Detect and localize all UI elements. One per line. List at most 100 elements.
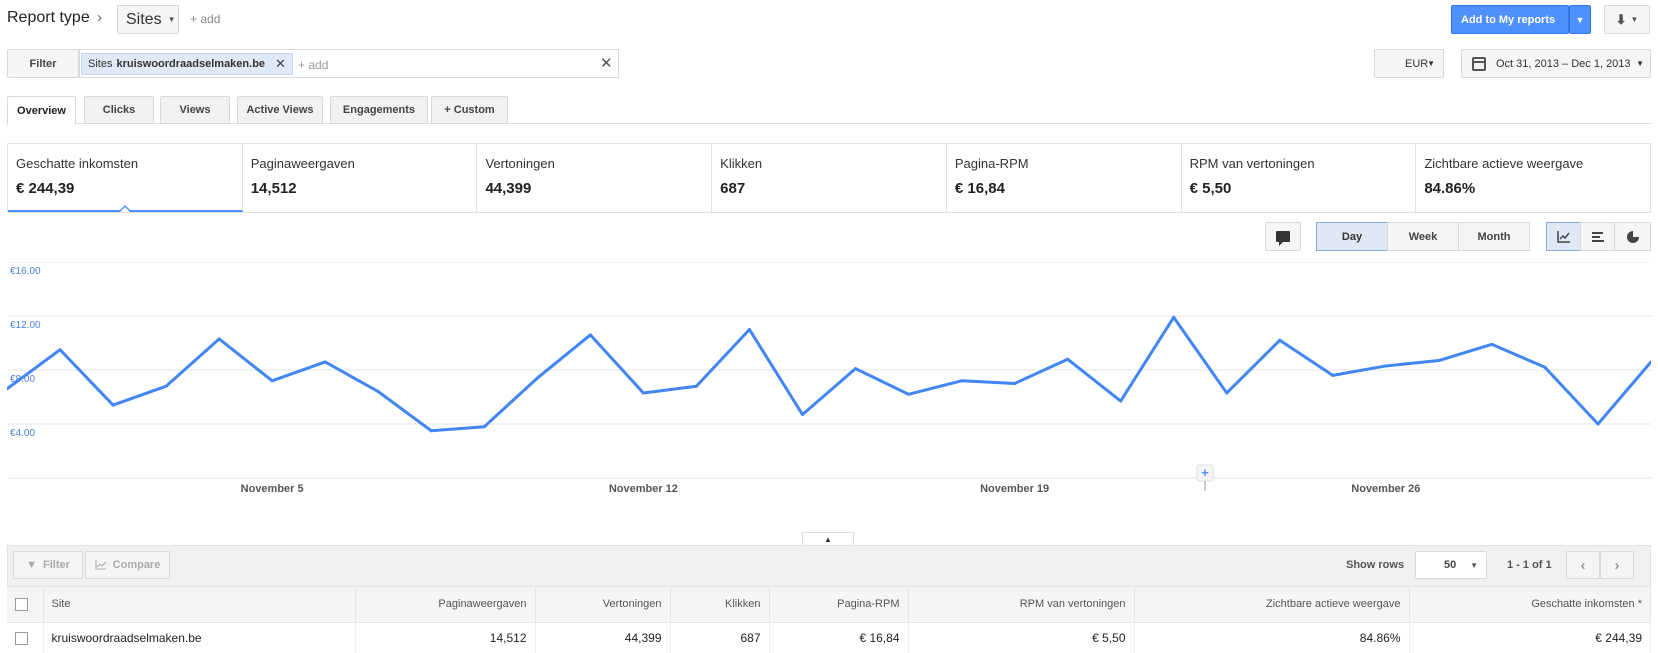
data-point[interactable] bbox=[800, 413, 804, 417]
tab-clicks[interactable]: Clicks bbox=[84, 96, 154, 124]
data-point[interactable] bbox=[535, 376, 539, 380]
column-header-pagina-rpm[interactable]: Pagina-RPM bbox=[769, 587, 909, 623]
table-row: kruiswoordraadselmaken.be 14,512 44,399 … bbox=[7, 622, 1651, 653]
filter-chip[interactable]: Sites kruiswoordraadselmaken.be ✕ bbox=[81, 53, 293, 75]
sites-dropdown-label: Sites bbox=[126, 10, 162, 28]
data-point[interactable] bbox=[641, 391, 645, 395]
date-range-picker[interactable]: Oct 31, 2013 – Dec 1, 2013 ▼ bbox=[1461, 49, 1651, 78]
tab-engagements[interactable]: Engagements bbox=[330, 96, 428, 124]
collapse-chart-button[interactable]: ▲ bbox=[802, 532, 854, 546]
data-point[interactable] bbox=[1543, 365, 1547, 369]
sites-dropdown[interactable]: Sites ▼ bbox=[117, 5, 179, 34]
compare-button[interactable]: Compare bbox=[85, 551, 170, 579]
row-checkbox[interactable] bbox=[15, 632, 28, 646]
add-to-reports-menu-button[interactable]: ▼ bbox=[1569, 5, 1591, 34]
add-filter-input[interactable]: + add bbox=[298, 58, 329, 72]
column-header-rpm-van-vertoningen[interactable]: RPM van vertoningen bbox=[908, 587, 1135, 623]
previous-page-button[interactable]: ‹ bbox=[1566, 551, 1600, 579]
data-point[interactable] bbox=[111, 403, 115, 407]
scorecard-geschatte-inkomsten[interactable]: Geschatte inkomsten € 244,39 bbox=[8, 144, 243, 212]
scorecard-label: Pagina-RPM bbox=[954, 156, 1029, 171]
granularity-week-button[interactable]: Week bbox=[1387, 222, 1459, 251]
granularity-month-button[interactable]: Month bbox=[1458, 222, 1530, 251]
data-point[interactable] bbox=[960, 379, 964, 383]
scorecard-pagina-rpm[interactable]: Pagina-RPM € 16,84 bbox=[947, 144, 1182, 212]
data-point[interactable] bbox=[7, 387, 9, 391]
scorecard-paginaweergaven[interactable]: Paginaweergaven 14,512 bbox=[243, 144, 478, 212]
data-point[interactable] bbox=[323, 360, 327, 364]
breadcrumb-separator-icon: › bbox=[97, 9, 102, 26]
table-filter-button[interactable]: ▼ Filter bbox=[13, 551, 83, 579]
filter-chip-prefix: Sites bbox=[88, 58, 113, 70]
data-point[interactable] bbox=[376, 390, 380, 394]
calendar-icon bbox=[1472, 56, 1486, 71]
y-tick-label: €8.00 bbox=[10, 374, 35, 385]
granularity-day-button[interactable]: Day bbox=[1316, 222, 1388, 251]
data-point[interactable] bbox=[854, 367, 858, 371]
data-point[interactable] bbox=[1649, 360, 1652, 364]
data-point[interactable] bbox=[429, 429, 433, 433]
column-header-zichtbare-actieve-weergave[interactable]: Zichtbare actieve weergave bbox=[1134, 587, 1410, 623]
select-all-cell[interactable] bbox=[7, 587, 44, 623]
tab-active-views[interactable]: Active Views bbox=[237, 96, 323, 124]
data-point[interactable] bbox=[1278, 338, 1282, 342]
add-annotation-icon: + bbox=[1201, 465, 1209, 480]
data-point[interactable] bbox=[1172, 315, 1176, 319]
scorecard-value: 84.86% bbox=[1424, 180, 1476, 197]
data-point[interactable] bbox=[1437, 359, 1441, 363]
data-point[interactable] bbox=[270, 379, 274, 383]
data-point[interactable] bbox=[1119, 399, 1123, 403]
data-point[interactable] bbox=[694, 384, 698, 388]
add-to-my-reports-button[interactable]: Add to My reports bbox=[1451, 5, 1569, 34]
clear-filter-icon[interactable]: ✕ bbox=[600, 55, 613, 72]
scorecard-rpm-van-vertoningen[interactable]: RPM van vertoningen € 5,50 bbox=[1182, 144, 1417, 212]
tab-views[interactable]: Views bbox=[160, 96, 230, 124]
column-header-geschatte-inkomsten[interactable]: Geschatte inkomsten * bbox=[1409, 587, 1651, 623]
data-point[interactable] bbox=[1225, 391, 1229, 395]
series-line bbox=[7, 315, 1651, 433]
currency-dropdown[interactable]: EUR ▼ bbox=[1374, 49, 1444, 78]
column-header-paginaweergaven[interactable]: Paginaweergaven bbox=[355, 587, 536, 623]
data-point[interactable] bbox=[58, 348, 62, 352]
data-point[interactable] bbox=[164, 384, 168, 388]
line-chart-icon bbox=[1556, 230, 1570, 243]
line-chart-view-button[interactable] bbox=[1546, 222, 1581, 251]
column-header-klikken[interactable]: Klikken bbox=[670, 587, 770, 623]
scorecard-label: Vertoningen bbox=[485, 156, 555, 171]
column-header-site[interactable]: Site bbox=[43, 587, 356, 623]
scorecard-value: € 16,84 bbox=[954, 180, 1005, 197]
next-page-button[interactable]: › bbox=[1600, 551, 1634, 579]
tab-overview[interactable]: Overview bbox=[7, 96, 76, 125]
bar-chart-view-button[interactable] bbox=[1580, 222, 1615, 251]
filter-button[interactable]: Filter bbox=[7, 49, 79, 78]
select-all-checkbox[interactable] bbox=[15, 597, 28, 611]
data-point[interactable] bbox=[588, 333, 592, 337]
annotations-button[interactable] bbox=[1265, 222, 1301, 251]
annotation-marker[interactable]: + bbox=[1196, 464, 1214, 491]
add-dimension-link[interactable]: + add bbox=[190, 12, 221, 26]
data-point[interactable] bbox=[907, 392, 911, 396]
scorecard-klikken[interactable]: Klikken 687 bbox=[712, 144, 947, 212]
data-point[interactable] bbox=[482, 425, 486, 429]
rows-per-page-dropdown[interactable]: 50 ▼ bbox=[1415, 551, 1487, 579]
data-point[interactable] bbox=[1596, 422, 1600, 426]
scorecard-vertoningen[interactable]: Vertoningen 44,399 bbox=[477, 144, 713, 212]
currency-label: EUR bbox=[1405, 57, 1429, 70]
data-point[interactable] bbox=[747, 328, 751, 331]
column-header-vertoningen[interactable]: Vertoningen bbox=[535, 587, 671, 623]
site-link[interactable]: kruiswoordraadselmaken.be bbox=[43, 622, 356, 653]
data-point[interactable] bbox=[1331, 373, 1335, 377]
data-point[interactable] bbox=[217, 337, 221, 341]
chevron-down-icon: ▼ bbox=[1427, 59, 1435, 68]
data-point[interactable] bbox=[1384, 364, 1388, 368]
data-point[interactable] bbox=[1013, 382, 1017, 385]
tab-custom[interactable]: + Custom bbox=[431, 96, 508, 124]
data-point[interactable] bbox=[1066, 357, 1070, 361]
download-button[interactable]: ⬇ ▼ bbox=[1604, 5, 1650, 34]
row-checkbox-cell[interactable] bbox=[7, 622, 44, 653]
scorecard-zichtbare-actieve-weergave[interactable]: Zichtbare actieve weergave 84.86% bbox=[1416, 144, 1650, 212]
close-icon[interactable]: ✕ bbox=[275, 56, 286, 71]
scorecard-value: € 244,39 bbox=[16, 180, 75, 197]
pie-chart-view-button[interactable] bbox=[1614, 222, 1651, 251]
data-point[interactable] bbox=[1490, 342, 1494, 346]
